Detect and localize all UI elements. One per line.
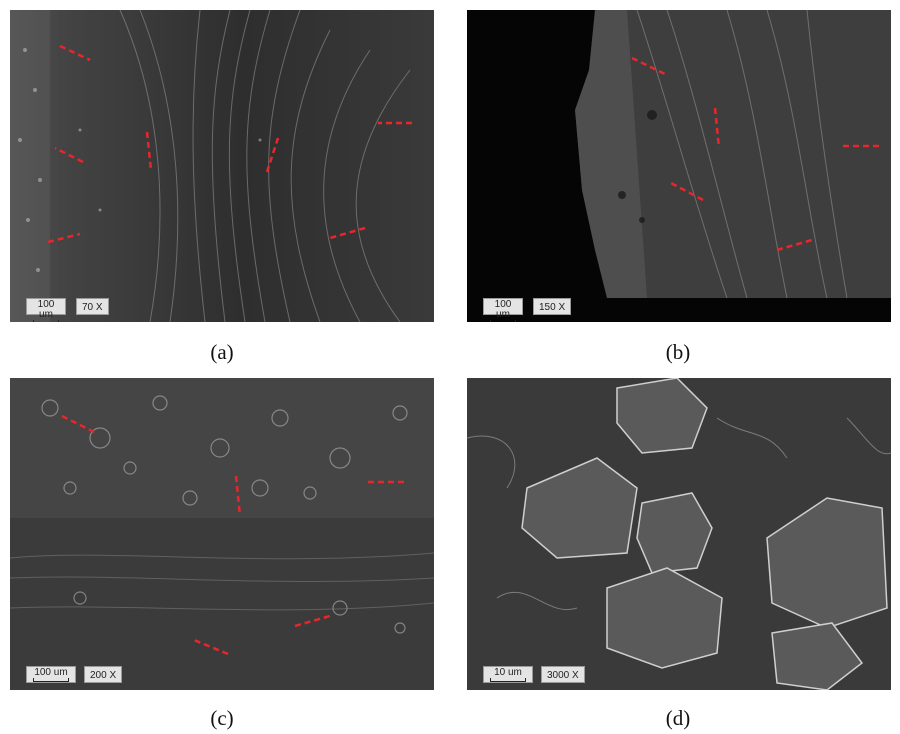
scale-bar-line-b <box>490 320 516 322</box>
red-arrow-b3 <box>668 180 704 202</box>
scale-bar-d: 10 um <box>483 666 533 683</box>
particle-4 <box>766 497 888 629</box>
magnification-label-d: 3000 X <box>541 666 585 683</box>
caption-a: (a) <box>210 340 234 364</box>
red-arrow-c4 <box>294 614 331 628</box>
red-arrow-b5 <box>776 238 813 252</box>
arrows-a <box>47 44 412 244</box>
red-arrow-a4 <box>145 131 153 171</box>
red-arrow-b1 <box>631 56 666 76</box>
scale-bar-label-a: 100 um <box>37 299 55 320</box>
scale-bar-b: 100 um <box>483 298 523 322</box>
sem-texture-a <box>10 10 434 322</box>
red-arrow-a5 <box>265 137 280 173</box>
scale-bar-label-d: 10 um <box>494 667 522 678</box>
particle-3 <box>606 567 723 669</box>
scale-bar-label-b: 100 um <box>494 299 512 320</box>
caption-b: (b) <box>665 340 691 364</box>
scale-bar-label-c: 100 um <box>34 667 68 678</box>
red-arrow-c2 <box>234 475 242 517</box>
caption-c: (c) <box>210 706 234 730</box>
sem-texture-d <box>467 378 891 690</box>
sem-image-a: 100 um 70 X <box>10 10 434 322</box>
magnification-label-b: 150 X <box>533 298 572 315</box>
scale-bar-c: 100 um <box>26 666 76 683</box>
sem-texture-b <box>467 10 891 322</box>
red-arrow-a2 <box>54 146 84 164</box>
sem-image-b: 100 um 150 X <box>467 10 891 322</box>
scale-bar-line-c <box>33 678 69 682</box>
particle-1 <box>521 457 638 559</box>
particle-6 <box>771 622 864 690</box>
red-arrow-b2 <box>713 107 721 149</box>
arrows-c <box>61 414 404 656</box>
red-arrow-a7 <box>329 226 366 240</box>
scale-bar-line-d <box>490 678 526 682</box>
particle-5 <box>616 378 708 454</box>
red-arrow-a1 <box>59 44 91 62</box>
magnification-label-c: 200 X <box>84 666 123 683</box>
sem-image-c: 100 um 200 X <box>10 378 434 690</box>
caption-d: (d) <box>665 706 691 730</box>
magnification-label-a: 70 X <box>76 298 109 315</box>
sem-image-d: 10 um 3000 X <box>467 378 891 690</box>
red-arrow-a3 <box>47 232 81 244</box>
red-arrow-c5 <box>193 638 229 656</box>
particle-2 <box>636 492 713 574</box>
arrows-b <box>631 56 879 252</box>
scale-bar-a: 100 um <box>26 298 66 322</box>
sem-texture-c <box>10 378 434 690</box>
red-arrow-c1 <box>61 414 95 434</box>
scale-bar-line-a <box>33 320 59 322</box>
